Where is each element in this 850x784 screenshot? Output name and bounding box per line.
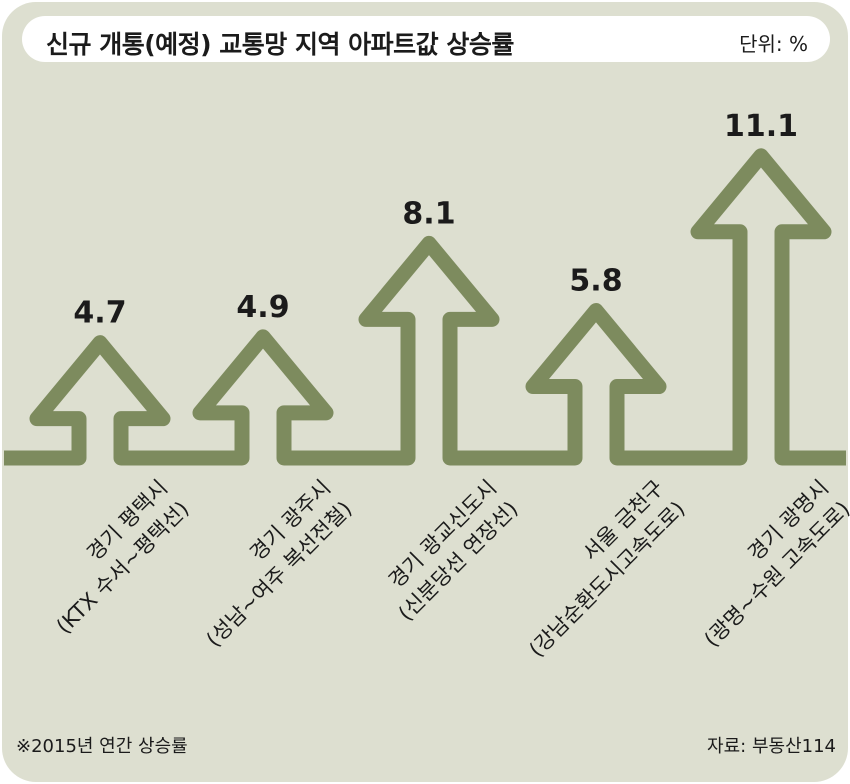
- arrow-bar-1: [79, 343, 121, 458]
- arrow-bar-5: [740, 156, 782, 458]
- category-label-4: 서울 금천구(강남순환도시고속도로): [503, 475, 689, 661]
- value-label-2: 4.9: [236, 290, 289, 325]
- category-label-1: 경기 평택시(KTX 수서~평택선): [31, 475, 194, 638]
- value-label-4: 5.8: [569, 264, 622, 299]
- category-label-2: 경기 광주시(성남~여주 복선전철): [180, 475, 356, 651]
- value-label-1: 4.7: [73, 296, 126, 331]
- source-label: 자료: 부동산114: [707, 732, 836, 758]
- category-label-5: 경기 광명시(광명~수원 고속도로): [678, 475, 850, 651]
- footnote: ※2015년 연간 상승률: [16, 732, 188, 758]
- value-label-5: 11.1: [724, 109, 798, 144]
- arrow-bar-4: [575, 311, 617, 458]
- arrow-bar-3: [408, 243, 450, 458]
- value-label-3: 8.1: [402, 196, 455, 231]
- arrow-bar-2: [242, 337, 284, 458]
- category-label-3: 경기 광교신도시(신분당선 연장선): [372, 475, 522, 625]
